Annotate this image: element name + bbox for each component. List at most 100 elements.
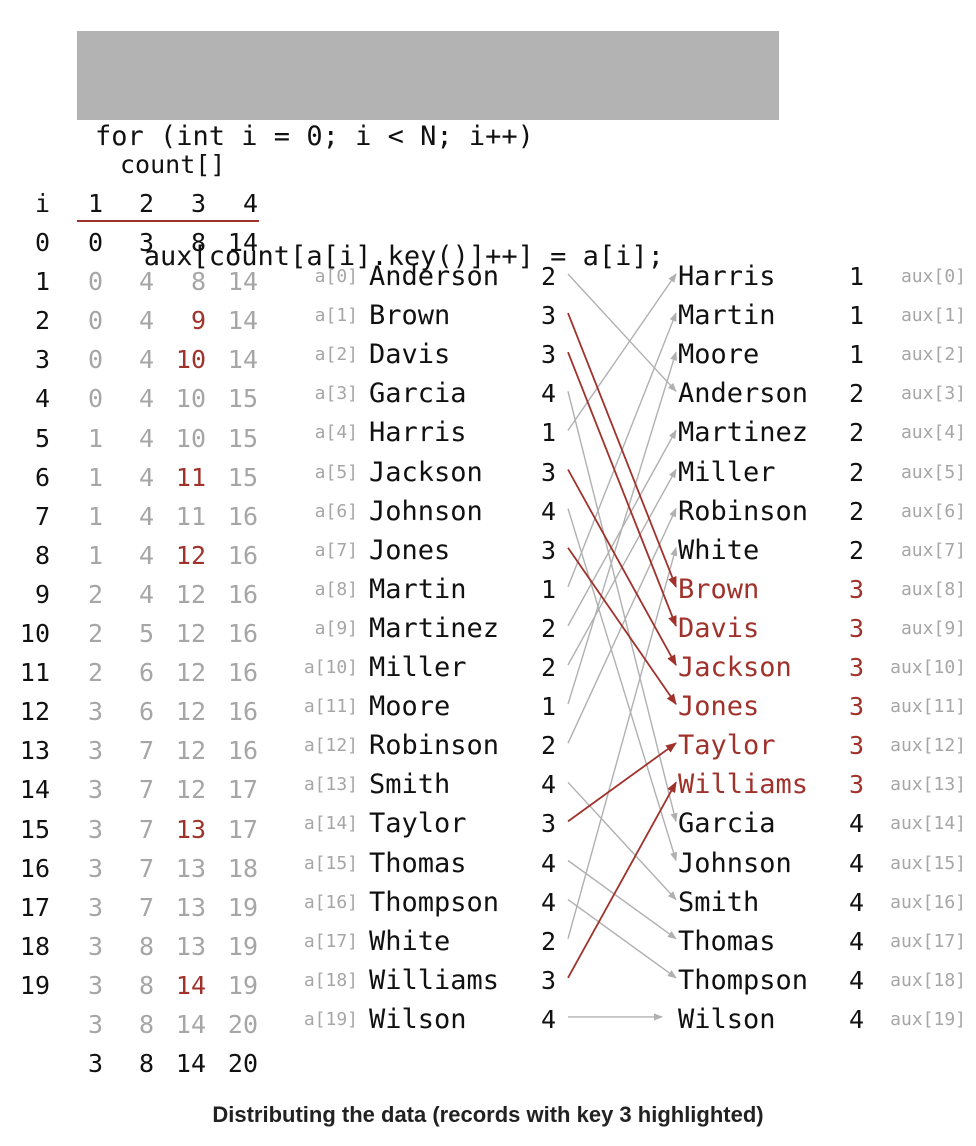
input-index-label: a[8] [314, 578, 358, 600]
count-cell: 3 [87, 931, 103, 961]
input-key: 1 [541, 418, 557, 448]
aux-index-label: aux[16] [890, 891, 966, 913]
input-name: Harris [369, 417, 467, 449]
row-index: 9 [34, 579, 50, 609]
aux-key: 3 [849, 692, 865, 722]
row-index: 17 [19, 892, 50, 922]
input-index-label: a[11] [303, 696, 358, 718]
count-cell: 17 [227, 814, 258, 844]
count-cell: 13 [175, 931, 206, 961]
aux-index-label: aux[7] [900, 539, 966, 561]
count-cell: 12 [175, 619, 206, 648]
input-index-label: a[9] [314, 617, 358, 639]
count-cell: 10 [175, 345, 206, 375]
count-cell: 4 [138, 345, 154, 375]
aux-index-label: aux[2] [900, 344, 966, 366]
count-cell: 14 [175, 970, 206, 1000]
count-cell: 3 [87, 1049, 103, 1079]
count-cell: 19 [227, 970, 258, 1000]
input-key: 3 [541, 809, 557, 839]
input-index-label: a[15] [303, 852, 358, 874]
aux-key: 3 [849, 731, 865, 761]
count-cell: 9 [190, 306, 206, 336]
input-name: Davis [369, 339, 451, 371]
count-column-header: 1 [87, 189, 103, 218]
input-name: Williams [369, 964, 500, 996]
aux-index-label: aux[3] [900, 383, 966, 405]
input-key: 2 [541, 262, 557, 291]
count-cell: 3 [87, 775, 103, 805]
aux-key: 4 [849, 809, 865, 839]
input-name: Thomas [369, 847, 467, 879]
input-name: Johnson [369, 495, 483, 527]
row-index: 13 [19, 736, 50, 766]
count-cell: 10 [175, 384, 206, 414]
count-cell: 7 [138, 853, 154, 883]
count-column-header: 3 [190, 189, 206, 218]
count-cell: 3 [87, 853, 103, 883]
row-index: 14 [19, 775, 50, 805]
count-cell: 16 [227, 697, 258, 727]
input-index-label: a[10] [303, 657, 358, 678]
row-index: 5 [34, 423, 50, 453]
count-cell: 4 [138, 306, 154, 336]
count-cell: 15 [227, 423, 258, 453]
count-cell: 3 [87, 970, 103, 1000]
count-cell: 17 [227, 775, 258, 805]
count-cell: 6 [138, 697, 154, 727]
input-key: 2 [541, 653, 557, 682]
row-index: 15 [19, 814, 50, 844]
input-key: 2 [541, 926, 557, 956]
count-cell: 16 [227, 579, 258, 609]
aux-name: Jones [678, 691, 760, 723]
aux-index-label: aux[19] [890, 1008, 966, 1030]
code-line-2: aux[count[a[i].key()]++] = a[i]; [95, 241, 664, 272]
count-cell: 0 [87, 306, 103, 336]
input-key: 3 [541, 301, 557, 331]
count-cell: 19 [227, 892, 258, 922]
count-cell: 12 [175, 540, 206, 570]
count-cell: 4 [138, 540, 154, 570]
count-cell: 3 [87, 1010, 103, 1039]
input-name: Martinez [369, 612, 500, 644]
arrow-jones [567, 547, 677, 706]
input-index-label: a[3] [314, 383, 358, 405]
arrow-thomas [567, 859, 677, 940]
input-name: Miller [369, 652, 467, 683]
count-cell: 14 [227, 228, 258, 257]
aux-key: 1 [849, 262, 865, 291]
count-cell: 3 [87, 814, 103, 844]
input-index-label: a[4] [314, 422, 358, 444]
input-key: 2 [541, 613, 557, 643]
count-cell: 14 [227, 345, 258, 375]
count-cell: 6 [138, 658, 154, 688]
aux-name: Davis [678, 612, 760, 644]
aux-index-label: aux[6] [900, 500, 966, 522]
row-index: 8 [34, 540, 50, 570]
input-key: 4 [541, 496, 557, 526]
input-index-label: a[2] [314, 344, 358, 366]
count-cell: 7 [138, 736, 154, 766]
aux-key: 3 [849, 653, 865, 682]
count-cell: 13 [175, 853, 206, 883]
row-index: 16 [19, 853, 50, 883]
count-title: count[] [120, 150, 226, 179]
aux-index-label: aux[9] [900, 617, 966, 639]
row-index: 7 [34, 501, 50, 531]
count-cell: 20 [227, 1010, 258, 1039]
aux-index-label: aux[15] [890, 852, 966, 874]
count-cell: 16 [227, 540, 258, 570]
count-cell: 12 [175, 579, 206, 609]
arrow-anderson [567, 273, 677, 392]
row-index: 1 [34, 267, 50, 297]
aux-key: 2 [849, 496, 865, 526]
input-index-label: a[5] [314, 461, 358, 483]
input-name: Brown [369, 300, 451, 332]
aux-key: 4 [849, 887, 865, 917]
arrow-thompson [567, 899, 677, 979]
count-cell: 10 [175, 423, 206, 453]
input-name: Garcia [369, 378, 467, 410]
arrow-williams [567, 781, 677, 979]
input-key: 3 [541, 535, 557, 565]
aux-name: Martin [678, 300, 776, 332]
